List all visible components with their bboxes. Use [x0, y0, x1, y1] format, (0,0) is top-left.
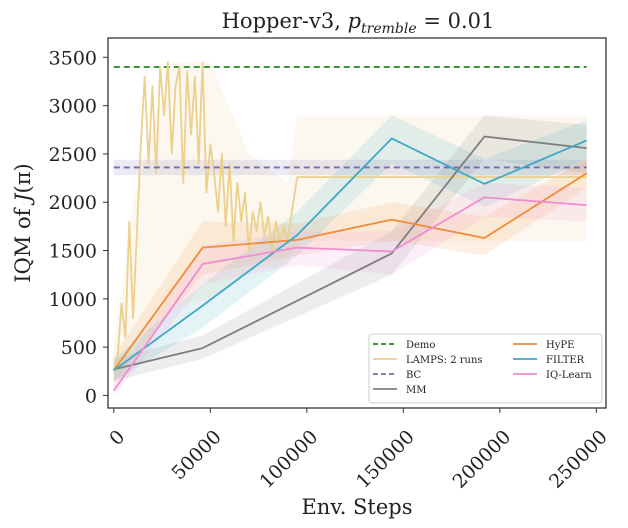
- y-tick-label: 3000: [49, 96, 97, 118]
- legend-label-lamps-2-runs: LAMPS: 2 runs: [406, 355, 483, 366]
- legend-label-bc: BC: [406, 370, 422, 381]
- chart-title: Hopper-v3, ptremble = 0.01: [222, 9, 495, 37]
- y-tick-label: 1500: [49, 241, 97, 263]
- legend-box: [368, 333, 603, 404]
- band-mm: [113, 115, 587, 381]
- legend-label-hype: HyPE: [546, 340, 574, 351]
- series-line-lamps-2-runs: [112, 61, 587, 372]
- y-tick-label: 500: [61, 337, 97, 359]
- series-line-mm: [113, 135, 587, 371]
- plot-frame: [107, 37, 607, 409]
- legend: Demo LAMPS: 2 runs BC MM HyPE FILTER IQ-Learn: [368, 333, 603, 404]
- x-axis-title: Env. Steps: [301, 495, 412, 519]
- band-filter: [113, 115, 587, 381]
- band-bc: [113, 159, 587, 176]
- legend-label-filter: FILTER: [546, 355, 585, 366]
- y-tick-label: 3500: [49, 47, 97, 69]
- band-hype: [113, 158, 587, 381]
- series-line-hype: [113, 172, 588, 371]
- y-axis-title: IQM of J(π): [11, 163, 35, 282]
- y-tick-label: 0: [85, 385, 97, 407]
- band-lamps-2-runs: [113, 62, 587, 386]
- series-line-iq-learn: [113, 196, 587, 392]
- y-tick-label: 1000: [49, 289, 97, 311]
- y-tick-label: 2000: [49, 192, 97, 214]
- legend-label-iq-learn: IQ-Learn: [546, 370, 592, 381]
- legend-label-mm: MM: [406, 385, 426, 396]
- y-tick-label: 2500: [49, 144, 97, 166]
- legend-label-demo: Demo: [406, 340, 435, 351]
- series-line-filter: [113, 137, 588, 372]
